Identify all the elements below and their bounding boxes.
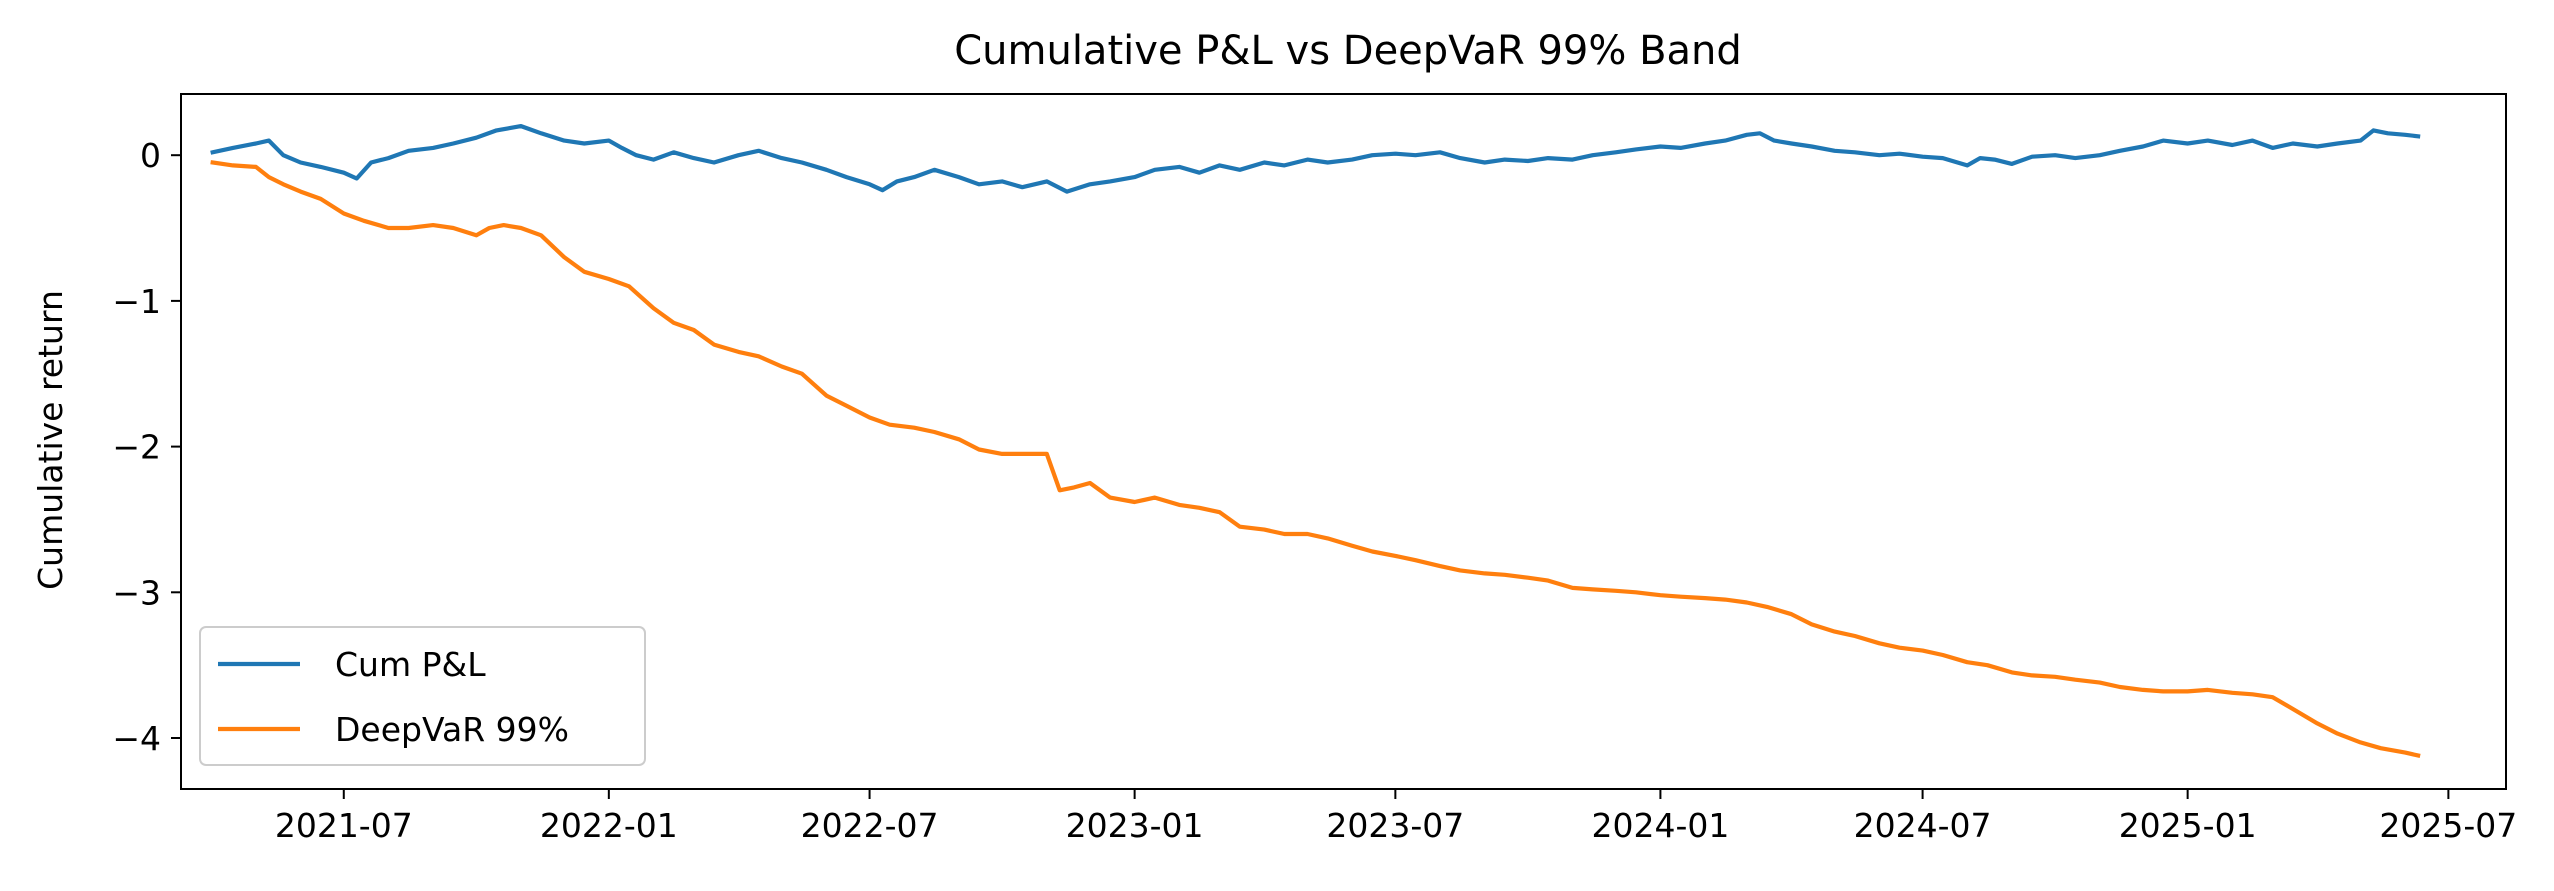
series-line-deepvar-99: [210, 160, 2421, 759]
legend-label-cum-pl: Cum P&L: [335, 645, 486, 684]
y-tick-label: −2: [112, 428, 161, 467]
legend-box: [199, 626, 646, 766]
y-tick-label: 0: [140, 136, 161, 175]
y-tick-label: −3: [112, 573, 161, 612]
x-tick-label: 2022-01: [540, 806, 678, 845]
legend: Cum P&L DeepVaR 99%: [199, 626, 646, 766]
x-tick-label: 2024-01: [1591, 806, 1729, 845]
plot-frame: [180, 93, 2507, 790]
chart-title: Cumulative P&L vs DeepVaR 99% Band: [954, 28, 1742, 74]
legend-label-deepvar-99: DeepVaR 99%: [335, 710, 569, 749]
plot-area: [210, 124, 2421, 759]
y-axis-label: Cumulative return: [31, 290, 70, 590]
x-tick-label: 2025-01: [2119, 806, 2257, 845]
x-tick-label: 2022-07: [801, 806, 939, 845]
axes: 2021-07 2022-01 2022-07 2023-01 2023-07 2024-…: [112, 93, 2517, 845]
y-tick-label: −1: [112, 282, 161, 321]
x-tick-label: 2025-07: [2379, 806, 2517, 845]
x-tick-label: 2023-01: [1066, 806, 1204, 845]
x-tick-label: 2023-07: [1326, 806, 1464, 845]
x-tick-label: 2024-07: [1854, 806, 1992, 845]
series-line-cum-pl: [210, 124, 2421, 194]
x-tick-label: 2021-07: [275, 806, 413, 845]
y-tick-label: −4: [112, 719, 161, 758]
